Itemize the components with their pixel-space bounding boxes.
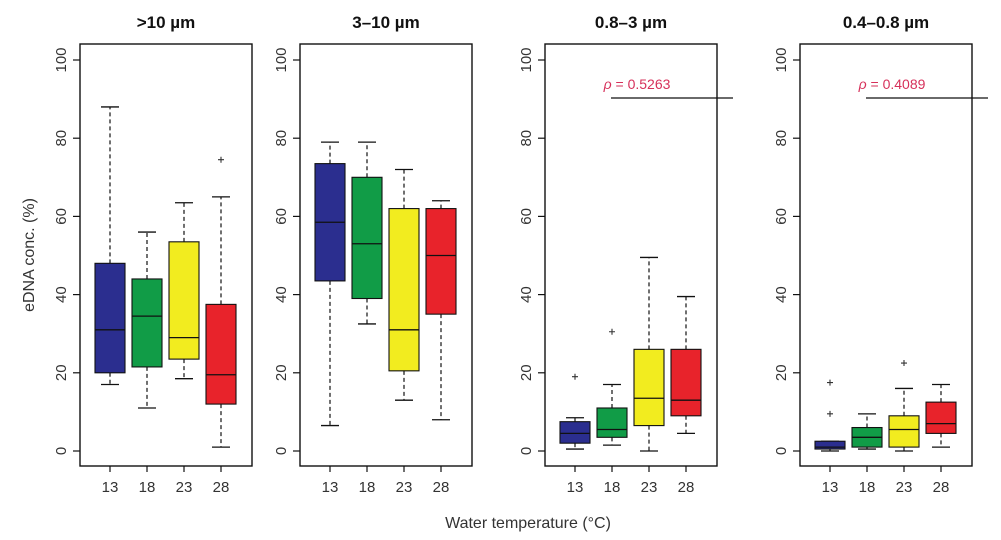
y-tick-label: 40 <box>773 286 790 303</box>
box-28 <box>425 200 457 421</box>
x-tick-label: 23 <box>896 479 913 496</box>
y-tick-label: 0 <box>273 447 290 455</box>
panel-3: 0.8–3 µm 0 20 40 60 80 100 13 18 23 28 ρ = 0.5263 <box>518 13 733 496</box>
x-tick-label: 13 <box>822 479 839 496</box>
rho-annotation: ρ = 0.4089 <box>858 76 926 92</box>
box-body <box>94 262 126 374</box>
y-tick-label: 80 <box>273 130 290 147</box>
panel-frame <box>544 43 718 467</box>
y-tick-label: 20 <box>773 364 790 381</box>
x-tick-label: 18 <box>359 479 376 496</box>
box-18 <box>351 141 383 325</box>
y-tick-label: 100 <box>518 47 535 72</box>
box-23 <box>388 168 420 401</box>
box-body <box>351 176 383 300</box>
x-tick-label: 28 <box>433 479 450 496</box>
panel-2: 3–10 µm 0 20 40 60 80 100 13 18 23 28 <box>273 13 473 496</box>
x-tick-label: 23 <box>176 479 193 496</box>
box-13 <box>814 379 846 452</box>
box-body <box>168 241 200 360</box>
rho-value: = 0.5263 <box>612 76 671 92</box>
box-23 <box>168 202 200 380</box>
panel-title: 0.8–3 µm <box>595 13 667 32</box>
y-tick-label: 40 <box>53 286 70 303</box>
box-13 <box>94 106 126 386</box>
y-tick-label: 0 <box>773 447 790 455</box>
y-tick-label: 80 <box>773 130 790 147</box>
panel-title: >10 µm <box>137 13 195 32</box>
panel-frame <box>299 43 473 467</box>
y-tick-label: 80 <box>53 130 70 147</box>
y-tick-label: 60 <box>53 208 70 225</box>
box-13 <box>314 141 346 427</box>
y-tick-label: 0 <box>53 447 70 455</box>
box-13 <box>559 373 591 450</box>
rho-symbol: ρ <box>603 76 612 92</box>
y-tick-label: 60 <box>773 208 790 225</box>
x-tick-label: 23 <box>396 479 413 496</box>
x-tick-label: 28 <box>213 479 230 496</box>
box-18 <box>596 328 628 446</box>
panel-frame <box>799 43 973 467</box>
y-tick-label: 20 <box>518 364 535 381</box>
box-23 <box>888 360 920 452</box>
box-body <box>205 303 237 405</box>
y-tick-label: 60 <box>518 208 535 225</box>
outlier-point <box>218 156 224 163</box>
x-tick-label: 13 <box>322 479 339 496</box>
outlier-point <box>827 379 833 386</box>
y-tick-label: 60 <box>273 208 290 225</box>
panel-title: 0.4–0.8 µm <box>843 13 929 32</box>
rho-value: = 0.4089 <box>867 76 926 92</box>
box-body <box>131 278 163 368</box>
outlier-point <box>827 410 833 417</box>
x-axis-label: Water temperature (°C) <box>445 515 611 532</box>
y-tick-label: 40 <box>518 286 535 303</box>
x-tick-label: 13 <box>102 479 119 496</box>
x-tick-label: 23 <box>641 479 658 496</box>
outlier-point <box>609 328 615 335</box>
panel-4: 0.4–0.8 µm 0 20 40 60 80 100 13 18 23 28 ρ = 0.4089 <box>773 13 988 496</box>
box-23 <box>633 256 665 452</box>
y-tick-label: 20 <box>53 364 70 381</box>
y-tick-label: 20 <box>273 364 290 381</box>
box-body <box>814 440 846 450</box>
y-tick-label: 40 <box>273 286 290 303</box>
box-body <box>633 348 665 427</box>
x-tick-label: 18 <box>859 479 876 496</box>
box-28 <box>925 383 957 448</box>
panel-1: >10 µm 0 20 40 60 80 100 13 18 23 28 <box>53 13 253 496</box>
box-body <box>888 415 920 448</box>
y-axis-label: eDNA conc. (%) <box>21 198 38 312</box>
y-tick-label: 100 <box>273 47 290 72</box>
x-tick-label: 18 <box>604 479 621 496</box>
box-body <box>425 208 457 315</box>
panel-frame <box>79 43 253 467</box>
panels-group: >10 µm 0 20 40 60 80 100 13 18 23 28 3–10 µm 0 20 40 60… <box>53 13 988 496</box>
panel-title: 3–10 µm <box>352 13 419 32</box>
rho-annotation: ρ = 0.5263 <box>603 76 671 92</box>
box-28 <box>670 295 702 435</box>
rho-symbol: ρ <box>858 76 867 92</box>
y-tick-label: 0 <box>518 447 535 455</box>
y-tick-label: 80 <box>518 130 535 147</box>
box-body <box>388 208 420 372</box>
y-tick-label: 100 <box>773 47 790 72</box>
box-body <box>670 348 702 417</box>
y-tick-label: 100 <box>53 47 70 72</box>
box-body <box>925 401 957 434</box>
box-18 <box>851 413 883 450</box>
x-tick-label: 28 <box>678 479 695 496</box>
box-body <box>596 407 628 438</box>
x-tick-label: 28 <box>933 479 950 496</box>
box-28 <box>205 156 237 448</box>
box-body <box>559 421 591 444</box>
box-18 <box>131 231 163 409</box>
outlier-point <box>901 360 907 367</box>
x-tick-label: 13 <box>567 479 584 496</box>
outlier-point <box>572 373 578 380</box>
x-tick-label: 18 <box>139 479 156 496</box>
